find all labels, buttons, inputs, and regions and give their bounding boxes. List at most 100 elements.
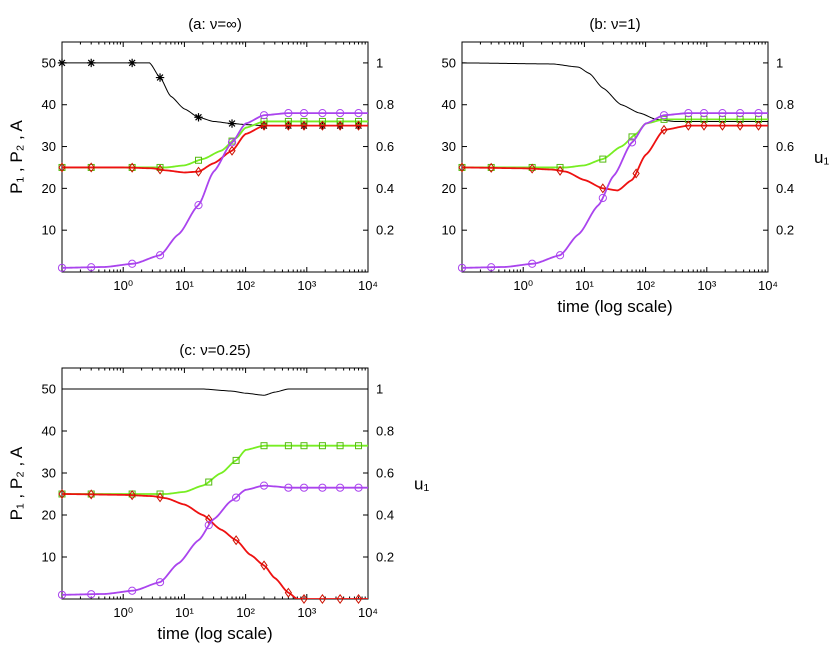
marker-P2: [684, 120, 692, 131]
marker-u1: [155, 73, 165, 82]
x-tick-label: 10⁰: [113, 278, 133, 293]
plot-frame: [461, 41, 769, 273]
y-right-tick-label: 0.8: [376, 97, 394, 112]
chart-title: (c: ν=0.25): [179, 342, 250, 359]
marker-A: [754, 108, 763, 118]
marker-P2: [336, 120, 344, 131]
x-tick-label: 10³: [297, 605, 316, 620]
marker-P1: [660, 115, 668, 123]
y-right-tick-label: 0.4: [376, 508, 394, 523]
series-line-P1: [62, 444, 368, 495]
marker-A: [259, 481, 269, 490]
marker-P2: [599, 183, 607, 194]
chart-title: (b: ν=1): [589, 16, 640, 33]
marker-A: [284, 483, 293, 492]
y-left-tick-label: 40: [42, 424, 56, 439]
x-tick-label: 10²: [636, 278, 655, 293]
y-right-tick-label: 1: [376, 382, 383, 397]
series-line-u1: [462, 62, 768, 122]
marker-u1: [86, 58, 96, 68]
series-line-P2: [62, 493, 368, 599]
marker-A: [718, 108, 727, 118]
x-tick-label: 10³: [297, 278, 316, 293]
marker-P2: [318, 120, 327, 131]
marker-P1: [355, 442, 363, 450]
marker-A: [684, 108, 693, 118]
marker-P1: [318, 442, 326, 450]
marker-P1: [318, 117, 326, 125]
marker-A: [87, 590, 96, 599]
marker-A: [659, 111, 669, 120]
marker-P1: [284, 442, 292, 450]
marker-A: [354, 483, 363, 492]
panel-a: (a: ν=∞) 10⁰ 10¹ 10² 10³ 10⁴ 10 20 30 40 50 0.2 0.4 0…: [7, 16, 394, 293]
marker-A: [335, 108, 345, 118]
marker-P1: [232, 456, 240, 464]
y-left-tick-label: 20: [42, 181, 56, 196]
marker-P2: [718, 120, 727, 131]
marker-P1: [599, 155, 607, 163]
y-right-tick-label: 1: [776, 55, 783, 70]
marker-A: [299, 108, 309, 118]
marker-A: [487, 263, 496, 272]
marker-P2: [528, 163, 536, 174]
y-left-tick-label: 30: [42, 139, 56, 154]
marker-A: [598, 193, 607, 203]
marker-P2: [232, 535, 240, 546]
x-tick-label: 10¹: [575, 278, 594, 293]
marker-P2: [632, 168, 640, 179]
y-right-tick-label: 0.6: [376, 466, 394, 481]
marker-u1: [227, 119, 237, 128]
marker-A: [128, 586, 137, 595]
series-line-A: [62, 112, 368, 269]
marker-A: [155, 251, 165, 260]
y-left-tick-label: 20: [442, 181, 456, 196]
y-left-tick-label: 10: [42, 223, 56, 238]
panel-b: (b: ν=1) 10⁰ 10¹ 10² 10³ 10⁴ 10 20 30 40 50 0.2 0.4 0…: [442, 16, 830, 316]
marker-P1: [205, 478, 213, 486]
marker-u1: [127, 58, 137, 68]
marker-P2: [87, 162, 95, 173]
x-tick-label: 10¹: [175, 605, 194, 620]
y-left-tick-label: 10: [442, 223, 456, 238]
y-right-axis-label: u₁: [814, 148, 829, 167]
marker-P2: [556, 165, 564, 176]
marker-A: [155, 578, 165, 587]
marker-P2: [58, 162, 66, 173]
x-tick-label: 10²: [236, 605, 255, 620]
marker-A: [627, 138, 637, 147]
marker-P2: [318, 593, 327, 605]
x-tick-label: 10²: [236, 278, 255, 293]
marker-A: [555, 251, 565, 260]
series-line-u1: [62, 388, 368, 396]
marker-A: [354, 108, 363, 118]
series-line-P2: [62, 124, 368, 174]
marker-P2: [736, 120, 744, 131]
marker-A: [57, 590, 67, 599]
marker-P2: [754, 120, 763, 131]
marker-A: [528, 259, 537, 268]
marker-P2: [205, 514, 213, 525]
y-left-tick-label: 30: [442, 139, 456, 154]
y-left-tick-label: 30: [42, 466, 56, 481]
x-axis-label: time (log scale): [557, 297, 672, 316]
marker-P2: [354, 120, 363, 131]
marker-A: [232, 493, 241, 502]
marker-A: [318, 483, 327, 492]
x-tick-label: 10⁰: [113, 605, 133, 620]
y-left-axis-label: P₁ , P₂ , A: [7, 446, 26, 520]
x-tick-label: 10⁴: [358, 278, 378, 293]
marker-A: [335, 483, 345, 492]
marker-P1: [300, 442, 308, 450]
marker-P2: [58, 488, 66, 500]
marker-A: [735, 108, 745, 118]
marker-A: [699, 108, 709, 118]
x-tick-label: 10³: [697, 278, 716, 293]
marker-A: [194, 200, 203, 210]
marker-P2: [87, 489, 95, 500]
marker-P2: [228, 145, 236, 156]
y-left-tick-label: 20: [42, 508, 56, 523]
y-right-tick-label: 0.8: [376, 424, 394, 439]
y-right-tick-label: 0.6: [776, 139, 794, 154]
marker-P2: [284, 587, 292, 598]
